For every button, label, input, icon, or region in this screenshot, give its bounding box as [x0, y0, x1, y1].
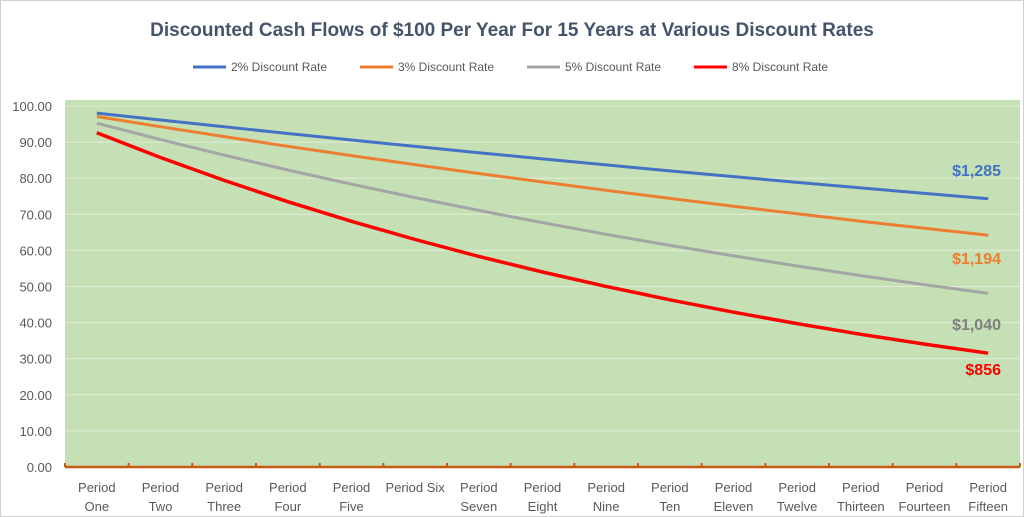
x-tick-label: Five: [339, 499, 364, 514]
x-tick-label: Fifteen: [968, 499, 1008, 514]
y-tick-label: 40.00: [19, 316, 52, 331]
x-tick-label: Fourteen: [898, 499, 950, 514]
x-tick-label: Ten: [659, 499, 680, 514]
total-label: $1,285: [952, 163, 1001, 180]
legend-label: 3% Discount Rate: [398, 60, 494, 74]
y-tick-label: 70.00: [19, 207, 52, 222]
y-tick-label: 60.00: [19, 243, 52, 258]
x-tick-label: Eight: [528, 499, 558, 514]
x-tick-label: Period: [969, 480, 1007, 495]
x-tick-label: One: [85, 499, 110, 514]
x-tick-label: Twelve: [777, 499, 817, 514]
x-tick-label: Period: [906, 480, 944, 495]
y-tick-label: 0.00: [27, 460, 52, 475]
plot-area: [65, 100, 1020, 467]
x-tick-label: Four: [274, 499, 301, 514]
x-tick-label: Three: [207, 499, 241, 514]
x-tick-label: Period: [460, 480, 498, 495]
x-tick-label: Period: [524, 480, 562, 495]
x-tick-label: Thirteen: [837, 499, 885, 514]
x-tick-label: Nine: [593, 499, 620, 514]
total-label: $1,040: [952, 317, 1001, 334]
x-tick-label: Period: [587, 480, 625, 495]
x-tick-label: Two: [149, 499, 173, 514]
x-tick-label: Period: [142, 480, 180, 495]
x-tick-label: Period: [78, 480, 116, 495]
total-label: $1,194: [952, 251, 1001, 268]
y-tick-label: 20.00: [19, 388, 52, 403]
y-tick-label: 80.00: [19, 171, 52, 186]
legend-label: 5% Discount Rate: [565, 60, 661, 74]
y-tick-label: 100.00: [12, 99, 52, 114]
total-label: $856: [965, 362, 1001, 379]
y-tick-label: 90.00: [19, 135, 52, 150]
x-tick-label: Period: [269, 480, 307, 495]
y-tick-label: 50.00: [19, 280, 52, 295]
chart-title: Discounted Cash Flows of $100 Per Year F…: [150, 20, 874, 41]
y-tick-label: 30.00: [19, 352, 52, 367]
x-tick-label: Period: [715, 480, 753, 495]
x-tick-label: Seven: [460, 499, 497, 514]
x-tick-label: Period: [205, 480, 243, 495]
x-tick-label: Period: [778, 480, 816, 495]
y-tick-label: 10.00: [19, 424, 52, 439]
x-tick-label: Period: [842, 480, 880, 495]
x-tick-label: Eleven: [714, 499, 754, 514]
legend-label: 8% Discount Rate: [732, 60, 828, 74]
x-tick-label: Period: [651, 480, 689, 495]
legend-label: 2% Discount Rate: [231, 60, 327, 74]
x-tick-label: Period: [333, 480, 371, 495]
x-tick-label: Period Six: [386, 480, 446, 495]
